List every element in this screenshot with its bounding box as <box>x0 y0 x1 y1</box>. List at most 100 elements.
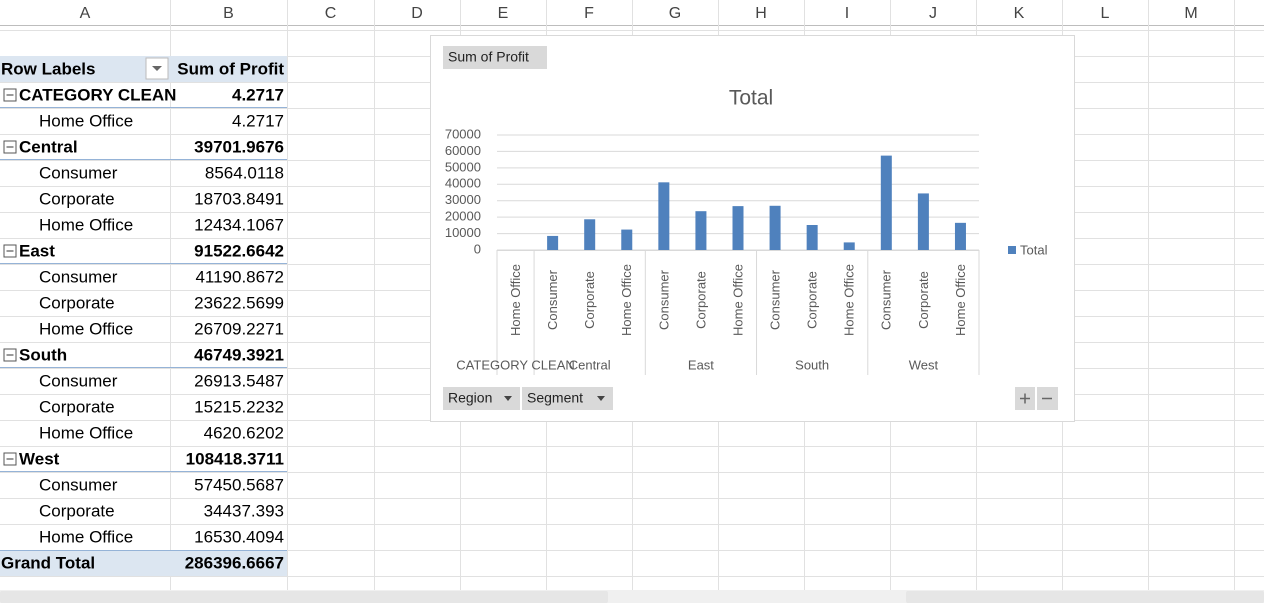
column-letter: E <box>498 5 509 22</box>
row-label: Home Office <box>39 111 133 130</box>
row-value: 18703.8491 <box>194 189 284 208</box>
row-label: Consumer <box>39 267 118 286</box>
filter-arrow <box>597 396 605 401</box>
dropdown-arrow <box>152 66 162 71</box>
x-tick-label: Home Office <box>508 264 523 336</box>
chart-area <box>430 35 1075 422</box>
row-value: 108418.3711 <box>186 449 284 468</box>
bar <box>954 222 966 250</box>
bar <box>917 193 929 250</box>
filter-button[interactable] <box>443 387 520 410</box>
x-tick-label: Consumer <box>656 269 671 330</box>
row-label: Corporate <box>39 189 115 208</box>
row-value: 4.2717 <box>232 111 284 130</box>
field-button-label: Sum of Profit <box>448 49 529 65</box>
column-letter: F <box>584 5 594 22</box>
column-letter: J <box>929 5 937 22</box>
row-value: 15215.2232 <box>194 397 284 416</box>
x-tick-label: Home Office <box>619 264 634 336</box>
pivot-header: Sum of Profit <box>177 59 284 78</box>
row-value: 57450.5687 <box>194 475 284 494</box>
row-value: 4.2717 <box>232 85 284 104</box>
legend-label: Total <box>1020 242 1048 257</box>
filter-label: Region <box>448 390 492 406</box>
column-letter: A <box>80 5 91 22</box>
group-label: CATEGORY CLEAN <box>456 357 574 372</box>
row-value: 34437.393 <box>204 501 284 520</box>
column-letter: C <box>325 5 337 22</box>
column-letter: D <box>411 5 423 22</box>
column-letter: I <box>845 5 849 22</box>
bar <box>843 242 855 250</box>
row-label: Home Office <box>39 527 133 546</box>
bar <box>695 211 707 250</box>
group-label: South <box>795 357 829 372</box>
column-letter: K <box>1014 5 1025 22</box>
row-label: Corporate <box>39 501 115 520</box>
column-letter: L <box>1101 5 1110 22</box>
filter-arrow <box>504 396 512 401</box>
row-value: 39701.9676 <box>194 137 284 156</box>
y-tick-label: 30000 <box>445 192 481 207</box>
bar <box>621 229 633 250</box>
bar <box>806 225 818 250</box>
row-label: Home Office <box>39 423 133 442</box>
row-value: 23622.5699 <box>194 293 284 312</box>
bar <box>547 235 559 250</box>
row-label: East <box>19 241 55 260</box>
row-value: 91522.6642 <box>194 241 284 260</box>
grand-total-bg <box>0 550 287 576</box>
column-letter: H <box>755 5 767 22</box>
row-label: Home Office <box>39 319 133 338</box>
grand-total-label: Grand Total <box>1 553 95 572</box>
row-label: West <box>19 449 60 468</box>
x-tick-label: Corporate <box>582 271 597 329</box>
x-tick-label: Corporate <box>693 271 708 329</box>
row-value: 4620.6202 <box>204 423 284 442</box>
bar <box>584 219 596 250</box>
x-tick-label: Corporate <box>916 271 931 329</box>
row-label: Consumer <box>39 475 118 494</box>
field-button[interactable] <box>443 46 547 69</box>
row-label: Consumer <box>39 163 118 182</box>
group-label: West <box>909 357 939 372</box>
row-value: 12434.1067 <box>194 215 284 234</box>
y-tick-label: 0 <box>474 241 481 256</box>
x-tick-label: Consumer <box>768 269 783 330</box>
column-letter: G <box>669 5 681 22</box>
x-tick-label: Home Office <box>730 264 745 336</box>
x-tick-label: Home Office <box>953 264 968 336</box>
row-label: Consumer <box>39 371 118 390</box>
group-label: Central <box>569 357 611 372</box>
chart-title: Total <box>729 87 773 110</box>
bar <box>658 182 670 250</box>
scrollbar[interactable] <box>0 591 608 603</box>
y-tick-label: 60000 <box>445 143 481 158</box>
scrollbar[interactable] <box>906 591 1264 603</box>
x-tick-label: Corporate <box>805 271 820 329</box>
x-tick-label: Consumer <box>879 269 894 330</box>
pivot-header: Row Labels <box>1 59 95 78</box>
filter-label: Segment <box>527 390 583 406</box>
filter-button[interactable] <box>522 387 613 410</box>
row-label: Home Office <box>39 215 133 234</box>
column-letter: M <box>1184 5 1197 22</box>
row-value: 16530.4094 <box>194 527 284 546</box>
y-tick-label: 20000 <box>445 209 481 224</box>
bar <box>769 205 781 250</box>
row-label: Central <box>19 137 78 156</box>
y-tick-label: 10000 <box>445 225 481 240</box>
row-value: 46749.3921 <box>194 345 284 364</box>
row-value: 26913.5487 <box>194 371 284 390</box>
row-label: CATEGORY CLEAN <box>19 85 176 104</box>
x-tick-label: Consumer <box>545 269 560 330</box>
y-tick-label: 40000 <box>445 176 481 191</box>
pivot-header-bg <box>0 56 287 82</box>
legend-swatch <box>1008 246 1016 254</box>
bar <box>732 206 744 250</box>
row-value: 41190.8672 <box>195 267 284 286</box>
row-label: Corporate <box>39 397 115 416</box>
bar <box>880 155 892 250</box>
x-tick-label: Home Office <box>842 264 857 336</box>
